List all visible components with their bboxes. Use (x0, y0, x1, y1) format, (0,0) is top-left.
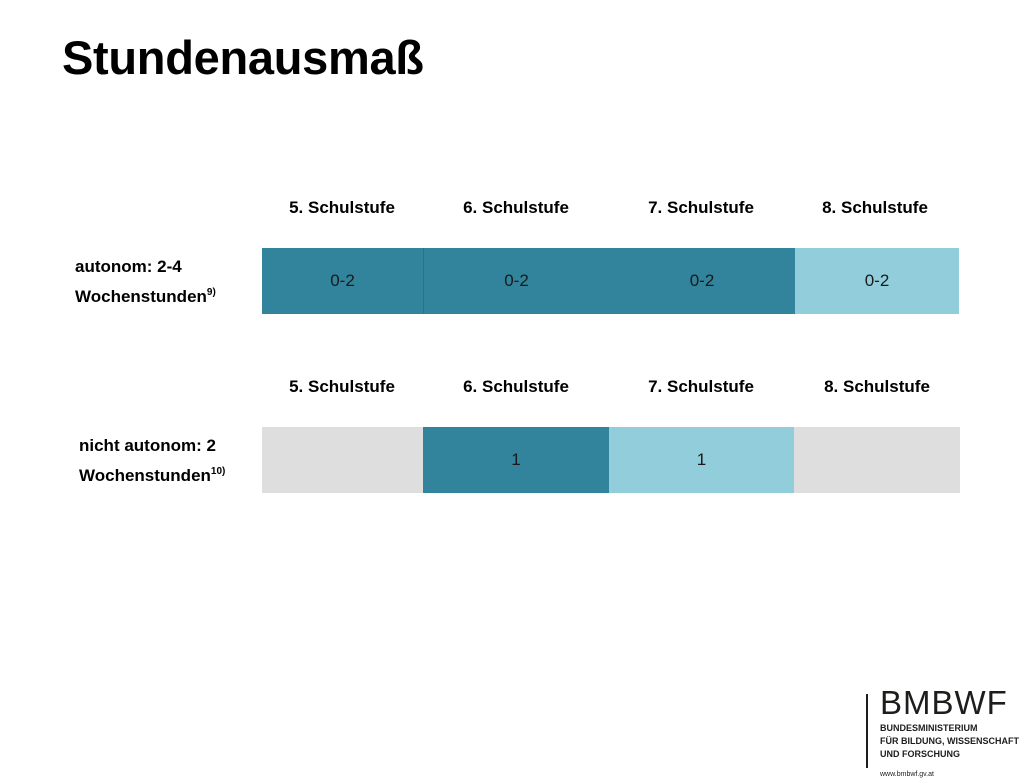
column-header: 7. Schulstufe (648, 377, 754, 396)
hours-cell (262, 427, 423, 493)
logo-wordmark: BMBWF (880, 684, 1008, 721)
footnote-ref: 9) (206, 287, 216, 298)
hours-cell: 1 (423, 427, 609, 493)
row-label: autonom: 2-4 Wochenstunden9) (75, 252, 216, 312)
hours-cell (794, 427, 960, 493)
row-label-line2: Wochenstunden (75, 287, 207, 306)
row-label-line1: autonom: 2-4 (75, 257, 182, 276)
row-label-line2: Wochenstunden (79, 466, 211, 485)
hours-bar: 1 1 (262, 427, 960, 493)
logo-divider (866, 694, 868, 768)
logo-line1: BUNDESMINISTERIUM (880, 723, 978, 733)
logo-line3: UND FORSCHUNG (880, 749, 960, 759)
column-header: 5. Schulstufe (289, 377, 395, 396)
hours-cell: 0-2 (424, 248, 609, 314)
row-label-line1: nicht autonom: 2 (79, 436, 216, 455)
column-header: 6. Schulstufe (463, 377, 569, 396)
hours-cell: 0-2 (795, 248, 959, 314)
column-header: 8. Schulstufe (824, 377, 930, 396)
column-header: 8. Schulstufe (822, 198, 928, 217)
column-header: 6. Schulstufe (463, 198, 569, 217)
row-label: nicht autonom: 2 Wochenstunden10) (79, 431, 225, 491)
hours-cell: 1 (609, 427, 794, 493)
footnote-ref: 10) (210, 466, 226, 477)
page-title: Stundenausmaß (62, 31, 424, 84)
column-header: 7. Schulstufe (648, 198, 754, 217)
hours-cell: 0-2 (262, 248, 424, 314)
hours-bar: 0-2 0-2 0-2 0-2 (262, 248, 959, 314)
hours-cell: 0-2 (609, 248, 795, 314)
logo-line2: FÜR BILDUNG, WISSENSCHAFT (880, 736, 1019, 746)
ministry-logo: BMBWF BUNDESMINISTERIUM FÜR BILDUNG, WIS… (866, 684, 1019, 778)
column-header: 5. Schulstufe (289, 198, 395, 217)
logo-url: www.bmbwf.gv.at (880, 771, 934, 778)
